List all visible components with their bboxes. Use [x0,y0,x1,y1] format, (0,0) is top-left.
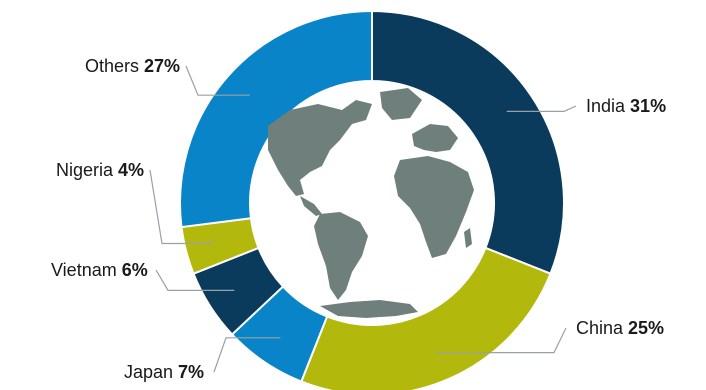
globe-icon [252,83,492,323]
label-category: Vietnam [51,260,122,280]
label-value: 27% [144,56,181,76]
label-value: 4% [118,160,145,180]
label-category: China [576,318,629,338]
leader-line-vietnam [155,269,235,291]
label-others: Others 27% [85,56,180,76]
label-india: India 31% [586,96,666,116]
label-china: China 25% [576,318,664,338]
label-category: Japan [124,362,179,382]
label-category: Others [85,56,145,76]
label-value: 7% [178,362,205,382]
label-value: 25% [628,318,665,338]
leader-line-nigeria [149,169,215,245]
leader-line-china [436,327,567,354]
label-vietnam: Vietnam 6% [51,260,148,280]
leader-line-others [185,65,250,96]
label-value: 31% [630,96,667,116]
slice-india [371,9,565,275]
slice-others [179,9,373,229]
leader-line-japan [213,337,281,373]
slices-group [179,9,565,390]
leader-line-india [506,105,577,112]
label-value: 6% [121,260,148,280]
label-japan: Japan 7% [124,362,204,382]
label-nigeria: Nigeria 4% [56,160,144,180]
label-category: India [586,96,631,116]
leader-lines-group [149,65,577,373]
slice-china [300,246,552,390]
label-category: Nigeria [56,160,119,180]
